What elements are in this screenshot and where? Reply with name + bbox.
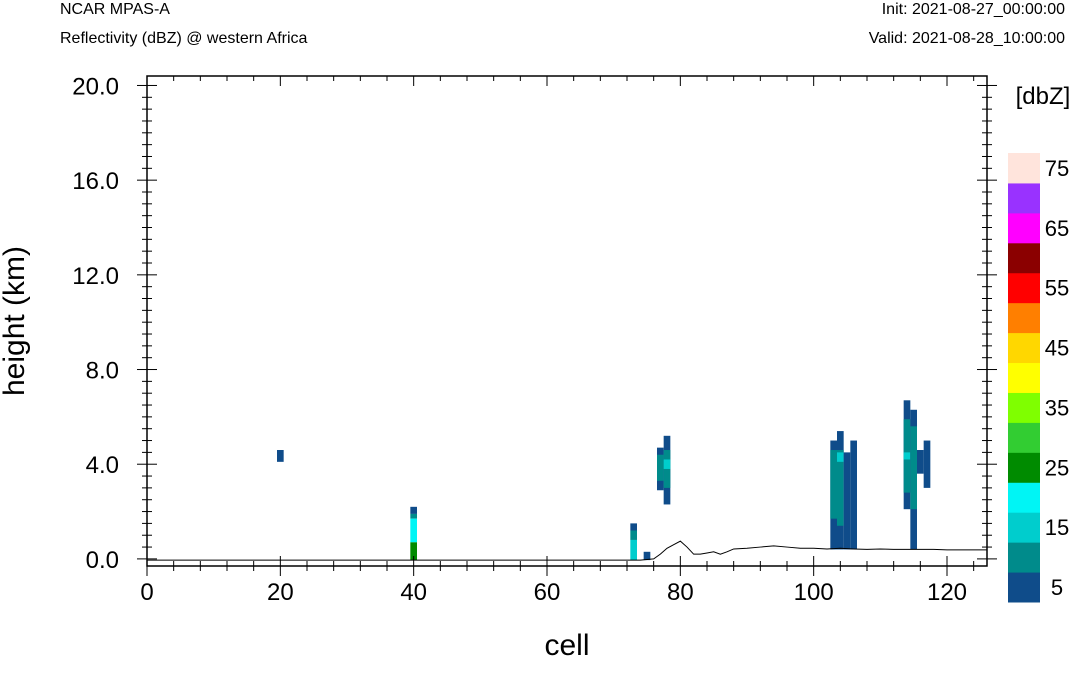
colorbar-title: [dbZ] bbox=[1016, 83, 1071, 110]
x-tick-label: 100 bbox=[794, 579, 834, 606]
reflectivity-cell bbox=[843, 452, 851, 550]
x-tick-label: 40 bbox=[400, 579, 427, 606]
colorbar-label: 35 bbox=[1045, 395, 1069, 420]
colorbar-swatch bbox=[1008, 392, 1040, 423]
init-time: Init: 2021-08-27_00:00:00 bbox=[881, 1, 1065, 18]
y-tick-label: 4.0 bbox=[86, 452, 119, 479]
reflectivity-cell bbox=[630, 523, 637, 531]
valid-time: Valid: 2021-08-28_10:00:00 bbox=[868, 30, 1065, 47]
y-tick-label: 12.0 bbox=[72, 263, 119, 290]
terrain-line bbox=[147, 540, 987, 561]
colorbar-swatch bbox=[1008, 512, 1040, 543]
reflectivity-cell bbox=[837, 450, 844, 526]
colorbar-swatch bbox=[1008, 212, 1040, 244]
colorbar-swatch bbox=[1008, 482, 1040, 513]
y-tick-label: 0.0 bbox=[86, 547, 119, 574]
y-axis-label: height (km) bbox=[0, 246, 31, 396]
reflectivity-cell bbox=[837, 452, 844, 462]
reflectivity-cell bbox=[923, 440, 931, 488]
x-tick-label: 60 bbox=[534, 579, 561, 606]
colorbar: 5 15 25 35 45 55 65 75 bbox=[1008, 153, 1069, 603]
y-tick-label: 20.0 bbox=[72, 73, 119, 100]
colorbar-swatch bbox=[1008, 542, 1040, 573]
colorbar-swatch bbox=[1008, 332, 1040, 364]
reflectivity-cell bbox=[410, 513, 417, 519]
colorbar-swatch bbox=[1008, 153, 1040, 184]
reflectivity-cell bbox=[850, 440, 857, 550]
x-tick-label: 20 bbox=[267, 579, 294, 606]
colorbar-swatch bbox=[1008, 182, 1040, 214]
reflectivity-cell bbox=[643, 551, 651, 561]
reflectivity-cell bbox=[630, 539, 637, 561]
colorbar-swatch bbox=[1008, 422, 1040, 453]
y-axis: 0.0 4.0 8.0 12.0 16.0 20.0 bbox=[72, 73, 997, 574]
terrain-layer bbox=[147, 540, 987, 561]
reflectivity-cell bbox=[410, 542, 417, 561]
reflectivity-cell bbox=[910, 426, 917, 510]
colorbar-label: 45 bbox=[1045, 336, 1069, 361]
y-tick-label: 16.0 bbox=[72, 168, 119, 195]
x-tick-label: 120 bbox=[927, 579, 967, 606]
colorbar-swatch bbox=[1008, 302, 1040, 334]
colorbar-swatch bbox=[1008, 452, 1040, 483]
colorbar-label: 55 bbox=[1045, 276, 1069, 301]
x-axis: 0 20 40 60 80 100 120 bbox=[140, 76, 975, 606]
model-title: NCAR MPAS-A bbox=[60, 1, 170, 18]
x-tick-label: 0 bbox=[140, 579, 153, 606]
colorbar-swatch bbox=[1008, 242, 1040, 274]
colorbar-label: 5 bbox=[1051, 575, 1063, 600]
colorbar-swatch bbox=[1008, 272, 1040, 304]
reflectivity-cell bbox=[410, 506, 417, 514]
colorbar-label: 15 bbox=[1045, 515, 1069, 540]
reflectivity-cell bbox=[277, 450, 284, 462]
colorbar-label: 75 bbox=[1045, 156, 1069, 181]
reflectivity-cell bbox=[903, 452, 911, 460]
x-axis-label: cell bbox=[544, 629, 589, 662]
reflectivity-cell bbox=[410, 518, 417, 543]
colorbar-swatch bbox=[1008, 362, 1040, 393]
reflectivity-cell bbox=[830, 450, 837, 519]
colorbar-label: 65 bbox=[1045, 216, 1069, 241]
reflectivity-cell bbox=[917, 450, 924, 474]
reflectivity-cell bbox=[657, 454, 664, 481]
colorbar-label: 25 bbox=[1045, 455, 1069, 480]
field-title: Reflectivity (dBZ) @ western Africa bbox=[60, 30, 308, 47]
plot-frame bbox=[146, 75, 988, 567]
reflectivity-cell bbox=[663, 459, 671, 469]
y-tick-label: 8.0 bbox=[86, 358, 119, 385]
plot-cells bbox=[277, 400, 931, 561]
colorbar-swatch bbox=[1008, 572, 1040, 603]
x-tick-label: 80 bbox=[667, 579, 694, 606]
reflectivity-cell bbox=[630, 530, 637, 540]
